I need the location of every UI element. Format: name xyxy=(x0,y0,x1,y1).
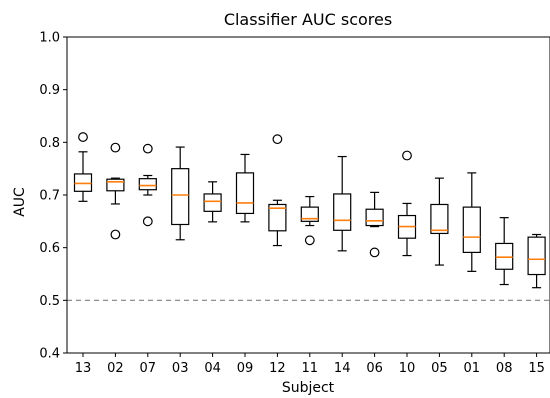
x-tick-label: 03 xyxy=(172,361,189,376)
x-tick-label: 09 xyxy=(237,361,254,376)
iqr-box xyxy=(203,193,222,212)
outlier-point xyxy=(402,150,412,161)
x-tick-label: 10 xyxy=(399,361,416,376)
x-tick-label: 12 xyxy=(269,361,286,376)
x-tick-label: 13 xyxy=(75,361,92,376)
iqr-box xyxy=(268,203,287,232)
x-tick-label: 14 xyxy=(334,361,351,376)
x-tick-label: 15 xyxy=(528,361,545,376)
iqr-box xyxy=(333,193,352,231)
outlier-point xyxy=(369,247,380,258)
outlier-point xyxy=(78,132,88,142)
x-tick-label: 01 xyxy=(464,361,481,376)
outlier-point xyxy=(272,134,283,145)
outlier-point xyxy=(110,229,121,240)
iqr-box xyxy=(365,208,384,227)
iqr-box xyxy=(106,178,125,192)
y-tick-label: 0.6 xyxy=(39,241,60,256)
iqr-box xyxy=(462,206,481,254)
plot-frame xyxy=(66,36,550,354)
x-tick-label: 05 xyxy=(431,361,448,376)
x-tick-label: 04 xyxy=(204,361,221,376)
iqr-box xyxy=(138,178,157,191)
x-tick-label: 07 xyxy=(140,361,157,376)
iqr-box xyxy=(527,236,546,276)
iqr-box xyxy=(235,172,255,215)
outlier-point xyxy=(304,235,315,246)
y-tick-label: 0.8 xyxy=(39,136,60,151)
y-tick-label: 0.7 xyxy=(39,189,60,204)
plot-area: 0.4 0.5 0.6 0.7 0.8 0.9 1.0 13 02 07 03 04 09 12 11 14 0… xyxy=(39,31,550,376)
x-tick-label: 02 xyxy=(107,361,124,376)
x-tick-label: 06 xyxy=(366,361,383,376)
iqr-box xyxy=(430,203,449,235)
y-tick-label: 0.4 xyxy=(39,347,60,362)
iqr-box xyxy=(171,168,190,226)
chart-title: Classifier AUC scores xyxy=(224,10,392,29)
y-tick-label: 1.0 xyxy=(39,31,60,46)
outlier-point xyxy=(110,142,121,153)
outlier-point xyxy=(142,143,153,154)
x-tick-label: 11 xyxy=(302,361,319,376)
y-tick-label: 0.9 xyxy=(39,83,60,98)
y-axis-label: AUC xyxy=(12,187,28,217)
y-tick-label: 0.5 xyxy=(39,294,60,309)
x-tick-label: 08 xyxy=(496,361,513,376)
outlier-point xyxy=(142,216,153,227)
x-axis-label: Subject xyxy=(282,380,335,396)
iqr-box xyxy=(300,206,319,222)
